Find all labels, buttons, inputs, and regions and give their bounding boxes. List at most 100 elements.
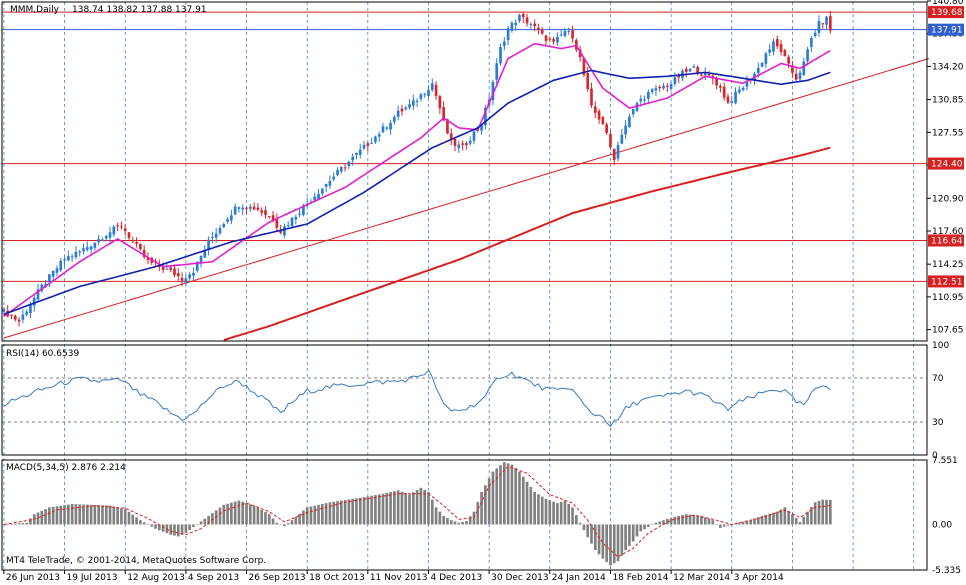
macd-label: MACD(5,34,5) 2.876 2.214 — [6, 463, 126, 473]
macd-bar — [123, 509, 127, 525]
macd-bar — [559, 501, 563, 525]
macd-bar — [230, 502, 233, 525]
macd-bar — [643, 524, 646, 530]
candle-body — [256, 207, 260, 210]
macd-bar — [764, 514, 768, 525]
macd-tick-label: 0.00 — [932, 520, 952, 530]
x-tick-label: 19 Jul 2013 — [67, 573, 118, 583]
macd-bar — [241, 501, 245, 525]
macd-bar — [13, 523, 17, 525]
candle-body — [17, 319, 21, 322]
macd-bar — [593, 524, 597, 551]
macd-bar — [548, 500, 552, 525]
rsi-tick-label: 100 — [932, 341, 949, 351]
macd-bar — [381, 493, 385, 525]
macd-bar — [248, 504, 252, 525]
candle-body — [772, 41, 775, 52]
x-tick-label: 18 Feb 2014 — [612, 573, 668, 583]
macd-bar — [67, 504, 70, 525]
candle-body — [142, 249, 146, 257]
candle-body — [44, 283, 47, 287]
candle-body — [620, 134, 624, 144]
candle-body — [734, 91, 737, 104]
y-tick-label: 130.85 — [932, 96, 964, 106]
candle-body — [692, 66, 696, 68]
candle-body — [593, 106, 597, 113]
price-level-label: 124.40 — [931, 160, 963, 170]
candle-body — [176, 273, 180, 277]
macd-bar — [339, 500, 343, 525]
macd-bar — [203, 518, 207, 525]
macd-bar — [673, 516, 677, 525]
price-level-tag — [928, 157, 964, 170]
macd-bar — [89, 504, 93, 525]
macd-bar — [93, 504, 97, 525]
macd-bar — [252, 505, 256, 525]
candle-body — [271, 215, 275, 222]
macd-bar — [810, 506, 813, 525]
macd-bar — [684, 514, 688, 525]
macd-bar — [370, 495, 373, 525]
macd-bar — [104, 505, 108, 525]
candle-body — [184, 278, 188, 283]
price-level-tag — [928, 6, 964, 19]
macd-bar — [586, 524, 590, 538]
macd-bar — [411, 492, 415, 525]
macd-bar — [563, 500, 567, 525]
panel-border — [1, 459, 928, 571]
macd-bar — [131, 514, 135, 525]
candle-body — [393, 116, 396, 122]
candle-body — [351, 156, 354, 161]
candle-body — [726, 96, 730, 103]
macd-bar — [703, 517, 707, 525]
candle-body — [165, 268, 169, 270]
price-panel[interactable] — [2, 10, 930, 341]
price-level-label: 116.64 — [931, 236, 963, 246]
candle-body — [36, 289, 40, 300]
candle-body — [794, 73, 798, 80]
candle-body — [82, 248, 85, 252]
macd-bar — [635, 524, 639, 537]
candle-body — [97, 239, 100, 243]
macd-bar — [21, 523, 25, 525]
candle-body — [521, 13, 525, 18]
macd-panel[interactable] — [2, 462, 832, 566]
macd-bar — [806, 511, 809, 525]
candle-body — [806, 49, 809, 62]
rsi-panel[interactable] — [2, 369, 927, 428]
macd-bar — [347, 499, 351, 525]
macd-bar — [180, 524, 184, 535]
macd-bar — [567, 503, 571, 525]
macd-bar — [510, 464, 514, 525]
candle-body — [787, 56, 790, 64]
macd-bar — [499, 465, 502, 525]
candle-body — [89, 246, 93, 250]
macd-bar — [540, 496, 544, 525]
candle-body — [783, 50, 787, 57]
candle-body — [665, 85, 669, 87]
macd-tick-label: -5.335 — [932, 566, 961, 576]
macd-bar — [161, 524, 165, 532]
macd-bar — [396, 490, 400, 525]
candle-body — [328, 180, 332, 186]
candle-body — [578, 49, 582, 58]
macd-bar — [343, 499, 347, 525]
macd-bar — [783, 507, 787, 525]
candle-body — [802, 61, 806, 75]
macd-bar — [286, 523, 290, 525]
macd-bar — [741, 521, 745, 525]
rsi-tick-label: 30 — [932, 418, 944, 428]
macd-bar — [745, 521, 749, 525]
candle-body — [434, 84, 438, 96]
candle-body — [658, 86, 662, 89]
macd-bar — [408, 494, 411, 525]
macd-bar — [665, 518, 669, 525]
moving-average-line — [223, 146, 831, 341]
candle-body — [457, 144, 461, 149]
macd-bar — [245, 503, 248, 525]
macd-bar — [218, 507, 222, 525]
macd-bar — [36, 512, 40, 525]
candle-body — [495, 63, 499, 80]
candle-body — [537, 27, 540, 31]
